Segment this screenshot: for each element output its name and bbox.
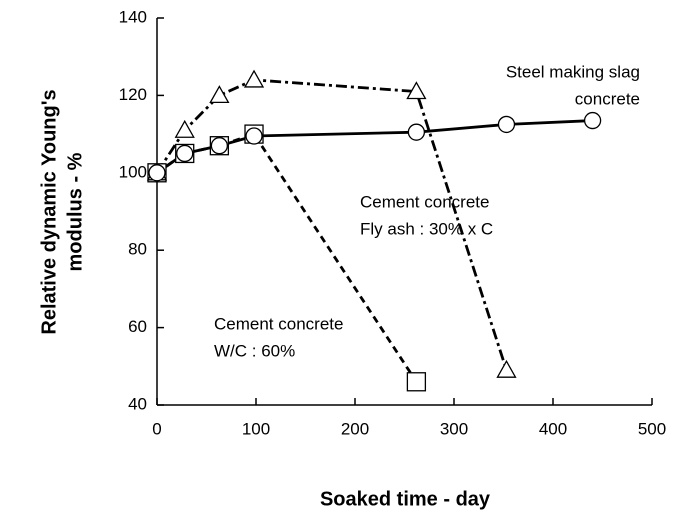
x-tick-label: 400 — [539, 419, 567, 438]
y-tick-label: 80 — [128, 240, 147, 259]
marker — [176, 144, 194, 163]
y-axis-title-line: Relative dynamic Young's — [38, 89, 60, 334]
series-line — [155, 78, 508, 371]
annotation: Steel making slag — [506, 62, 640, 81]
annotation: Cement concrete — [360, 192, 489, 211]
marker — [406, 81, 427, 100]
y-tick-label: 120 — [119, 85, 147, 104]
marker — [209, 85, 230, 104]
marker — [406, 372, 427, 392]
annotation: Fly ash : 30% x C — [360, 219, 493, 238]
marker — [583, 111, 602, 130]
y-tick-label: 40 — [128, 394, 147, 413]
y-tick-label: 100 — [119, 162, 147, 181]
series-line — [156, 132, 418, 383]
annotation: Cement concrete — [214, 314, 343, 333]
marker — [243, 69, 265, 88]
marker — [148, 164, 166, 182]
x-tick-label: 300 — [440, 419, 468, 438]
x-tick-label: 200 — [341, 419, 369, 438]
x-tick-label: 500 — [638, 419, 666, 438]
y-axis-title-line: modulus - % — [64, 152, 86, 271]
marker — [496, 359, 517, 378]
y-tick-label: 60 — [128, 317, 147, 336]
marker — [245, 127, 263, 145]
x-tick-label: 100 — [242, 419, 270, 438]
x-axis-title: Soaked time - day — [320, 488, 491, 510]
marker — [407, 123, 426, 141]
y-axis-title: Relative dynamic Young's modulus - % — [38, 89, 86, 334]
marker — [210, 137, 229, 155]
y-tick-label: 140 — [119, 7, 147, 26]
annotation: W/C : 60% — [214, 341, 295, 360]
x-tick-label: 0 — [152, 419, 161, 438]
marker — [174, 119, 195, 138]
annotation: concrete — [575, 89, 640, 108]
marker — [497, 115, 516, 134]
